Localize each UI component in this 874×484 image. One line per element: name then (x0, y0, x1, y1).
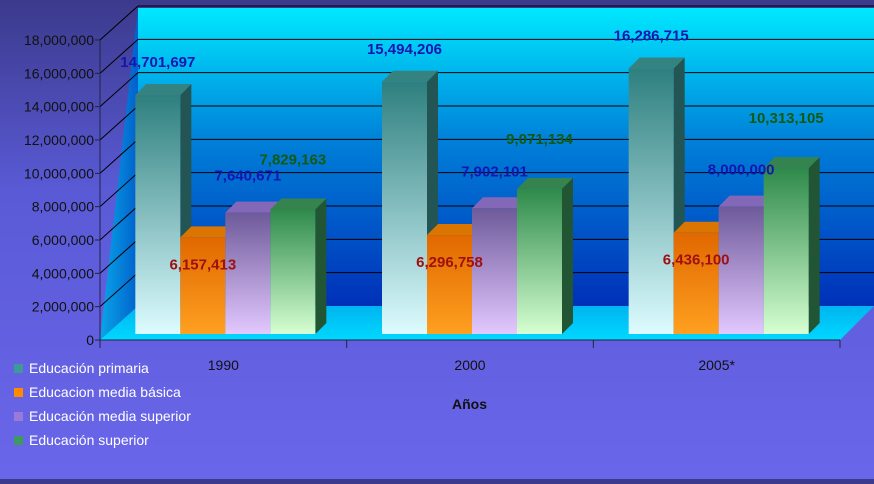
bar-top (718, 195, 775, 207)
bar-top (180, 226, 237, 238)
bar-top (382, 70, 438, 82)
data-label: 7,902,101 (461, 163, 528, 180)
data-label: 7,829,163 (259, 152, 326, 169)
y-tick-label: 18,000,000 (24, 32, 94, 48)
y-tick-label: 0 (86, 332, 94, 348)
bar-side (315, 198, 327, 334)
gridline-side (99, 172, 139, 208)
legend-label: Educación media superior (29, 408, 191, 424)
y-tick-label: 4,000,000 (32, 265, 94, 281)
bar-top (517, 177, 573, 189)
bar-top (673, 221, 730, 233)
bar (135, 94, 181, 335)
gridline-side (99, 72, 139, 108)
legend-label: Educacion media básica (29, 384, 181, 400)
legend-label: Educación superior (29, 432, 149, 448)
y-tick-label: 2,000,000 (32, 299, 94, 315)
bars (135, 57, 820, 335)
gridline-side (99, 5, 139, 41)
data-label: 6,157,413 (169, 256, 236, 273)
bar (673, 232, 719, 334)
x-tick-label: 2000 (454, 357, 485, 373)
bar (225, 212, 271, 334)
y-tick-label: 10,000,000 (24, 165, 94, 181)
gridline-side (99, 105, 139, 141)
x-tick-label: 2005* (698, 357, 735, 373)
bar (427, 235, 472, 334)
legend-swatch (14, 435, 23, 445)
y-tick-label: 6,000,000 (32, 232, 94, 248)
bar-top (427, 224, 483, 236)
legend-swatch (14, 411, 23, 421)
bar-top (270, 198, 327, 210)
y-tick-label: 16,000,000 (24, 65, 94, 81)
legend-swatch (14, 387, 23, 397)
x-axis-title: Años (452, 396, 487, 412)
data-label: 6,296,758 (416, 254, 483, 271)
bar (628, 68, 674, 334)
bar (718, 206, 764, 334)
axes: 0 2,000,000 4,000,000 6,000,000 8,000,000 10,… (24, 32, 841, 373)
legend-item: Educación primaria (14, 356, 191, 380)
bar-top (135, 83, 192, 95)
legend-item: Educación media superior (14, 404, 191, 428)
legend-swatch (14, 363, 23, 373)
bar (270, 209, 316, 334)
bar-top (763, 157, 820, 169)
bar-top (225, 201, 282, 213)
legend-label: Educación primaria (29, 360, 149, 376)
y-tick-label: 14,000,000 (24, 99, 94, 115)
bar (517, 188, 562, 334)
side-wall (100, 8, 138, 340)
bar (763, 168, 809, 334)
legend: Educación primaria Educacion media básica… (14, 356, 191, 452)
y-tick-label: 8,000,000 (32, 199, 94, 215)
gridline-side (99, 205, 139, 241)
legend-item: Educación superior (14, 428, 191, 452)
data-label: 10,313,105 (749, 110, 824, 127)
data-label: 14,701,697 (120, 54, 195, 71)
y-tick-label: 12,000,000 (24, 132, 94, 148)
data-label: 9,071,134 (506, 131, 573, 148)
bar (180, 237, 226, 334)
data-label: 8,000,000 (708, 162, 775, 179)
bar (382, 81, 427, 334)
bar-side (808, 157, 820, 334)
data-label: 7,640,671 (214, 168, 281, 185)
bar-top (628, 57, 685, 69)
gridline-side (99, 38, 139, 74)
data-label: 16,286,715 (614, 28, 689, 45)
bar (472, 208, 517, 334)
gridline-side (99, 238, 139, 274)
legend-item: Educacion media básica (14, 380, 191, 404)
x-tick-label: 1990 (208, 357, 239, 373)
bar-top (472, 197, 528, 209)
data-label: 6,436,100 (663, 252, 730, 269)
data-label: 15,494,206 (367, 41, 442, 58)
gridline-side (99, 138, 139, 174)
bar-side (562, 177, 573, 334)
gridline-side (99, 272, 139, 308)
